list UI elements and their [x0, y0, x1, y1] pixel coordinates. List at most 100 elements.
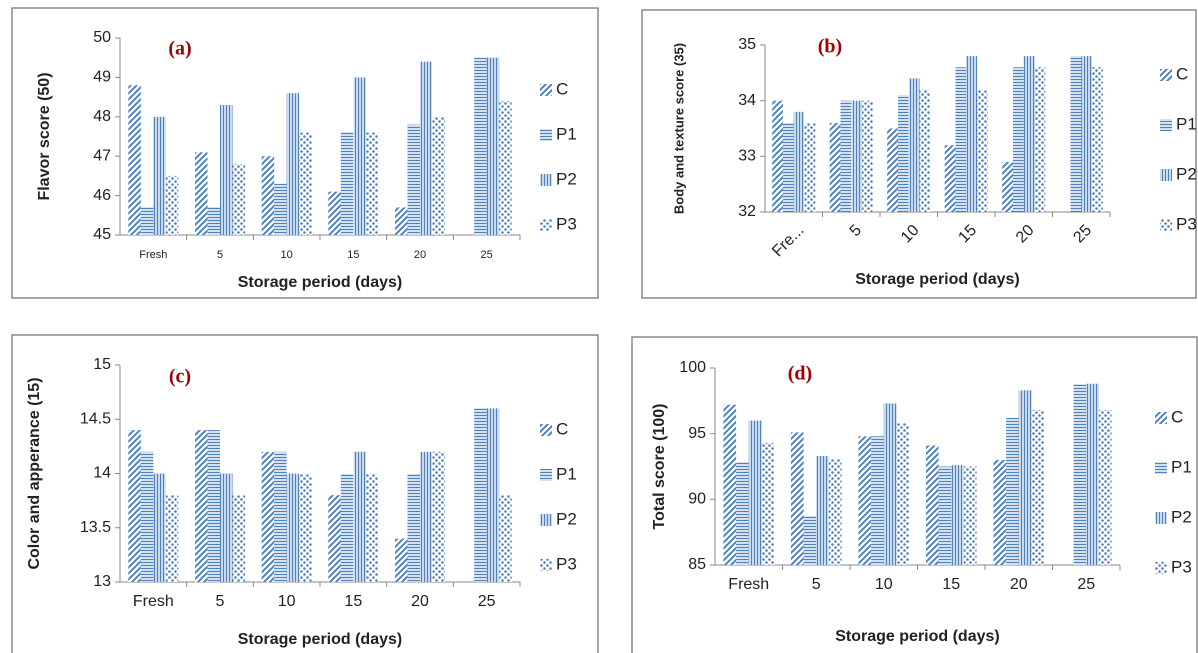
bar: [328, 495, 341, 582]
bar: [1034, 67, 1046, 213]
bar: [432, 451, 445, 582]
y-axis-label: Flavor score (50): [36, 72, 53, 200]
y-tick-label: 100: [679, 359, 706, 376]
bar: [919, 89, 931, 212]
bar: [772, 100, 783, 212]
y-tick-label: 15: [93, 356, 111, 373]
y-tick-label: 34: [738, 92, 756, 109]
legend-label: P2: [556, 509, 577, 528]
legend-swatch: [1160, 119, 1172, 131]
legend-swatch: [1155, 412, 1167, 424]
legend-swatch: [540, 84, 552, 96]
bar: [128, 430, 141, 582]
y-tick-label: 90: [688, 491, 706, 508]
legend-label: P3: [1176, 214, 1197, 233]
bar: [232, 495, 245, 582]
bar: [395, 538, 408, 582]
legend-label: P2: [1176, 164, 1197, 183]
bar: [299, 132, 312, 235]
y-tick-label: 32: [738, 203, 756, 220]
bar: [232, 164, 245, 235]
bar: [1081, 56, 1093, 213]
bar: [883, 403, 897, 565]
bar: [1070, 56, 1082, 213]
panel-border: [641, 9, 1197, 299]
legend-swatch: [540, 469, 552, 481]
annotation: (c): [169, 366, 191, 388]
x-tick-label: Fresh: [133, 593, 174, 610]
bar: [140, 207, 154, 235]
bar: [165, 175, 179, 235]
legend-swatch: [540, 514, 552, 526]
bar: [153, 473, 166, 582]
bar: [790, 432, 804, 565]
bar: [1006, 417, 1019, 565]
bar: [944, 145, 956, 212]
x-tick-label: Fresh: [139, 249, 167, 261]
bar: [207, 430, 220, 582]
bar: [128, 85, 141, 235]
bar: [1018, 390, 1032, 565]
panel-border: [11, 334, 599, 653]
bar: [793, 111, 805, 212]
x-tick-label: 20: [1010, 576, 1028, 593]
x-tick-label: 10: [898, 222, 923, 247]
annotation: (d): [788, 363, 812, 385]
y-tick-label: 33: [738, 148, 756, 165]
bar: [220, 473, 233, 582]
bar: [395, 207, 408, 235]
bar: [261, 451, 275, 582]
bar: [862, 100, 873, 212]
legend-swatch: [1160, 219, 1172, 231]
x-tick-label: 20: [414, 249, 426, 261]
x-tick-label: 5: [216, 593, 225, 610]
y-tick-label: 50: [93, 29, 111, 46]
bar: [474, 57, 487, 236]
bar: [353, 451, 366, 582]
bar: [261, 156, 275, 235]
bar: [340, 132, 354, 235]
x-tick-label: Fresh: [728, 576, 769, 593]
bar: [1023, 56, 1035, 213]
legend-swatch: [540, 424, 552, 436]
x-tick-label: 15: [344, 593, 362, 610]
legend-swatch: [1160, 169, 1172, 181]
x-tick-label: 25: [1077, 576, 1095, 593]
bar: [286, 473, 300, 582]
x-tick-label: 25: [1070, 222, 1095, 247]
legend-label: P2: [556, 169, 577, 188]
bar: [365, 132, 379, 235]
bar: [897, 95, 909, 212]
bar: [896, 423, 910, 565]
x-axis-label: Storage period (days): [238, 274, 402, 291]
bar: [723, 404, 737, 565]
x-axis-label: Storage period (days): [855, 271, 1019, 288]
bar: [340, 473, 354, 582]
y-tick-label: 14.5: [80, 410, 111, 427]
x-tick-label: 25: [478, 593, 496, 610]
legend-swatch: [1155, 562, 1167, 574]
legend-label: P3: [556, 214, 577, 233]
bar: [829, 122, 841, 212]
y-tick-label: 49: [93, 69, 111, 86]
y-axis-label: Total score (100): [651, 404, 668, 530]
bar: [474, 408, 487, 582]
legend-swatch: [1160, 69, 1172, 81]
legend-label: P1: [556, 464, 577, 483]
bar: [908, 78, 920, 213]
bar: [220, 104, 233, 235]
bar: [1098, 410, 1112, 565]
bar: [486, 57, 500, 236]
x-tick-label: 15: [955, 222, 980, 247]
bar: [286, 93, 300, 235]
bar: [761, 442, 775, 565]
y-axis-label: Body and texture score (35): [671, 43, 686, 214]
bar: [816, 455, 829, 565]
bar: [299, 473, 312, 582]
bar: [955, 67, 967, 213]
panel-border: [631, 336, 1198, 653]
bar: [858, 436, 872, 565]
legend-swatch: [1155, 512, 1167, 524]
bar: [1073, 383, 1087, 565]
